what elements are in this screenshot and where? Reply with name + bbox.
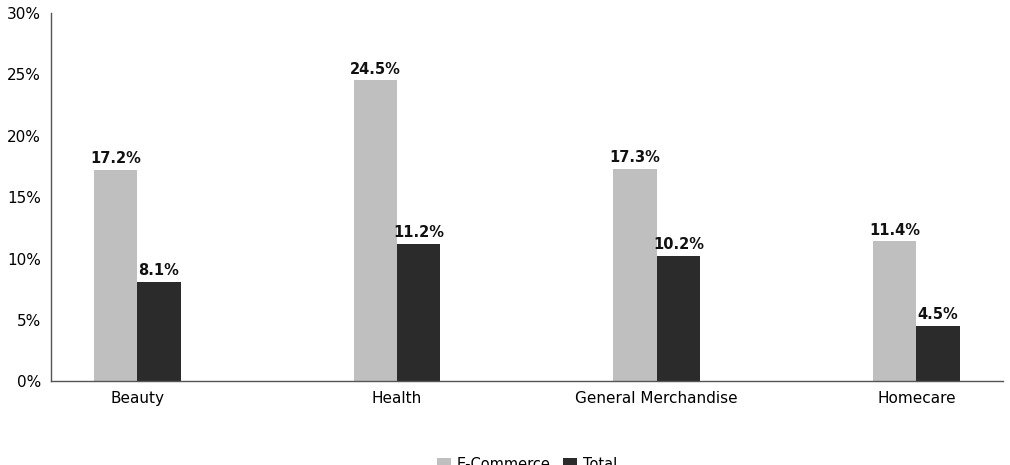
Text: 4.5%: 4.5% bbox=[918, 307, 958, 322]
Bar bbox=[94, 170, 137, 381]
Text: 8.1%: 8.1% bbox=[138, 263, 180, 278]
Text: 24.5%: 24.5% bbox=[349, 62, 401, 77]
Legend: E-Commerce, Total: E-Commerce, Total bbox=[430, 451, 623, 465]
Text: 11.2%: 11.2% bbox=[393, 225, 444, 240]
Bar bbox=[137, 282, 181, 381]
Bar bbox=[613, 169, 656, 381]
Text: 10.2%: 10.2% bbox=[652, 237, 704, 252]
Text: 11.4%: 11.4% bbox=[870, 223, 920, 238]
Bar bbox=[656, 256, 700, 381]
Bar bbox=[874, 241, 916, 381]
Bar bbox=[354, 80, 397, 381]
Text: 17.3%: 17.3% bbox=[610, 150, 661, 165]
Bar bbox=[916, 326, 960, 381]
Bar bbox=[397, 244, 440, 381]
Text: 17.2%: 17.2% bbox=[90, 152, 141, 166]
